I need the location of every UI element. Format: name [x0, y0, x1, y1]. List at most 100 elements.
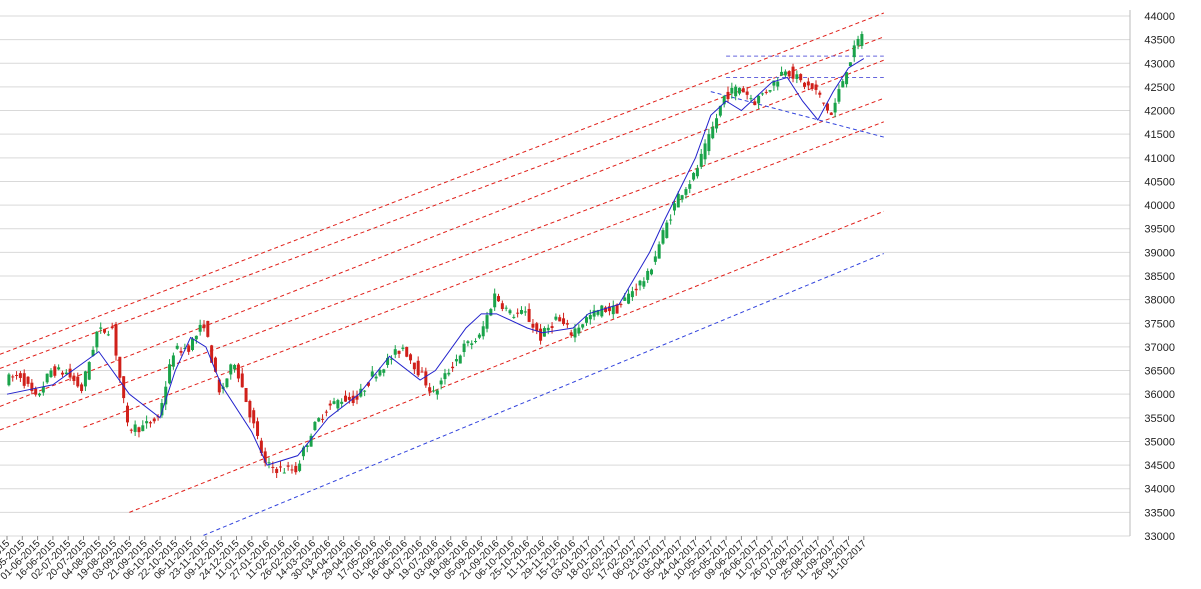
down-candle	[497, 296, 501, 302]
moving-average	[6, 58, 865, 466]
up-candle	[588, 314, 592, 320]
x-axis-ticks: 30-04-201514-05-201501-06-201516-06-2015…	[0, 536, 869, 582]
down-candle	[428, 387, 432, 392]
up-candle	[83, 371, 87, 387]
red-trend-line	[0, 97, 884, 431]
up-candle	[730, 87, 734, 94]
down-candle	[806, 81, 810, 86]
red-trend-line	[0, 12, 884, 355]
up-candle	[852, 45, 856, 58]
up-candle	[715, 118, 719, 129]
down-candle	[355, 395, 359, 400]
up-candle	[776, 81, 780, 87]
up-candle	[374, 376, 378, 379]
up-candle	[734, 86, 738, 97]
down-candle	[527, 308, 531, 322]
up-candle	[711, 126, 715, 139]
down-candle	[213, 357, 217, 372]
up-candle	[703, 143, 707, 160]
down-candle	[210, 345, 214, 363]
down-candle	[516, 312, 520, 314]
up-candle	[760, 93, 764, 95]
down-candle	[550, 326, 554, 328]
down-candle	[351, 395, 355, 404]
down-candle	[451, 366, 455, 369]
up-candle	[584, 317, 588, 323]
up-candle	[692, 172, 696, 180]
y-tick-label: 41500	[1144, 129, 1175, 141]
y-tick-label: 41000	[1144, 153, 1175, 165]
up-candle	[198, 324, 202, 332]
down-candle	[344, 395, 348, 402]
up-candle	[393, 349, 397, 355]
up-candle	[627, 293, 631, 304]
up-candle	[462, 343, 466, 353]
y-tick-label: 39000	[1144, 247, 1175, 259]
up-candle	[57, 367, 61, 370]
up-candle	[504, 307, 508, 309]
down-candle	[30, 382, 34, 392]
up-candle	[183, 348, 187, 350]
y-tick-label: 36000	[1144, 389, 1175, 401]
up-candle	[233, 365, 237, 370]
grid-lines	[0, 10, 1131, 537]
down-candle	[148, 422, 152, 424]
down-candle	[263, 451, 267, 463]
up-candle	[466, 341, 470, 344]
y-tick-label: 40500	[1144, 176, 1175, 188]
down-candle	[726, 91, 730, 100]
y-tick-label: 34500	[1144, 460, 1175, 472]
up-candle	[837, 89, 841, 102]
down-candle	[18, 373, 22, 378]
down-candle	[278, 466, 282, 468]
down-candle	[500, 303, 504, 310]
down-candle	[129, 429, 133, 431]
down-candle	[569, 332, 573, 336]
up-candle	[225, 378, 229, 387]
down-candle	[424, 371, 428, 386]
up-candle	[841, 81, 845, 88]
up-candle	[91, 349, 95, 356]
up-candle	[554, 316, 558, 320]
down-candle	[347, 396, 351, 400]
y-tick-label: 35500	[1144, 413, 1175, 425]
up-candle	[611, 305, 615, 315]
down-candle	[405, 346, 409, 357]
up-candle	[332, 401, 336, 404]
y-axis-ticks: 33000 33500 34000 34500 35000 35500 36000 36500…	[1144, 11, 1175, 543]
down-candle	[271, 466, 275, 468]
down-candle	[26, 376, 30, 384]
down-candle	[290, 469, 294, 471]
up-candle	[485, 315, 489, 329]
up-candle	[359, 388, 363, 397]
down-candle	[324, 411, 328, 413]
up-candle	[454, 359, 458, 362]
up-candle	[672, 203, 676, 211]
up-candle	[382, 369, 386, 373]
down-candle	[321, 418, 325, 420]
up-candle	[833, 102, 837, 113]
down-candle	[634, 288, 638, 291]
down-candle	[217, 379, 221, 393]
down-candle	[825, 103, 829, 111]
up-candle	[630, 291, 634, 298]
up-candle	[650, 269, 654, 275]
moving-average-line	[6, 58, 865, 466]
down-candle	[236, 364, 240, 379]
down-candle	[814, 84, 818, 90]
down-candle	[328, 403, 332, 406]
y-tick-label: 37000	[1144, 342, 1175, 354]
down-candle	[619, 304, 623, 306]
down-candle	[22, 373, 26, 386]
down-candle	[252, 410, 256, 424]
up-candle	[194, 335, 198, 340]
y-tick-label: 38500	[1144, 271, 1175, 283]
up-candle	[577, 327, 581, 334]
down-candle	[110, 326, 114, 329]
up-candle	[845, 72, 849, 85]
down-candle	[206, 320, 210, 337]
down-candle	[787, 71, 791, 77]
down-candle	[294, 465, 298, 473]
up-candle	[171, 355, 175, 367]
down-candle	[810, 83, 814, 89]
